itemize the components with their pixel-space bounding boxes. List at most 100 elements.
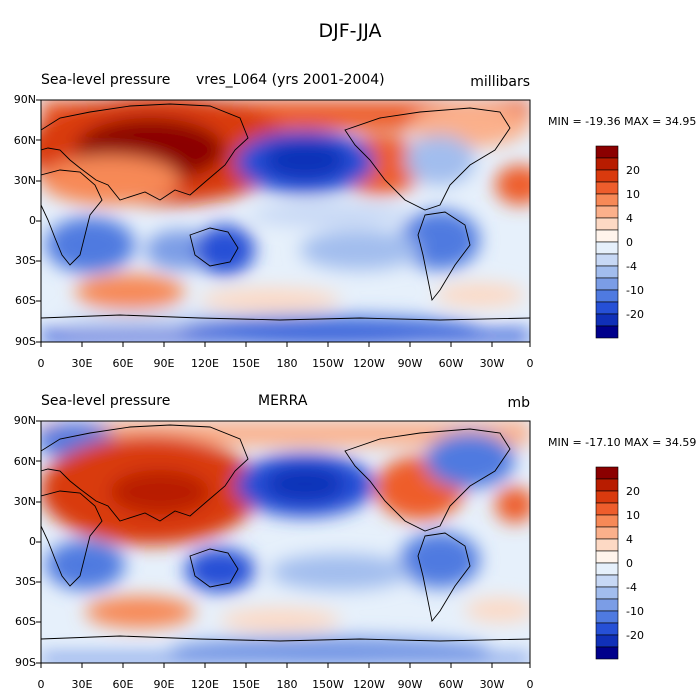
lon-tick: 120W: [353, 678, 385, 691]
lon-tick: 150E: [232, 678, 260, 691]
colorbar-swatch: [595, 562, 619, 576]
lat-tick: 30N: [13, 174, 36, 187]
colorbar-swatch: [595, 490, 619, 504]
page-title: DJF-JJA: [318, 20, 382, 42]
colorbar-label: 10: [626, 509, 640, 522]
colorbar-label: -10: [626, 284, 644, 297]
colorbar-label: 20: [626, 164, 640, 177]
colorbar-swatch: [595, 325, 619, 339]
lon-tick: 90E: [153, 357, 175, 370]
colorbar-swatch: [595, 229, 619, 243]
colorbar-swatch: [595, 478, 619, 492]
colorbar-swatch: [595, 502, 619, 516]
colorbar-swatch: [595, 514, 619, 528]
colorbar-swatch: [595, 217, 619, 231]
colorbar-label: 20: [626, 485, 640, 498]
colorbar-label: 0: [626, 557, 633, 570]
colorbar-swatch: [595, 610, 619, 624]
lon-tick: 120W: [353, 357, 385, 370]
colorbar-swatch: [595, 313, 619, 327]
lon-tick: 180: [276, 357, 298, 370]
colorbar-swatch: [595, 169, 619, 183]
colorbar-swatch: [595, 277, 619, 291]
panel-1-minmax: MIN = -19.36 MAX = 34.95: [548, 115, 697, 128]
colorbar-swatch: [595, 241, 619, 255]
panel-2-map: [41, 421, 530, 663]
lon-tick: 60W: [438, 357, 464, 370]
panel-1-left-title: Sea-level pressure: [41, 72, 171, 88]
panel-1-center-title: vres_L064 (yrs 2001-2004): [196, 72, 385, 88]
lon-tick: 150W: [312, 678, 344, 691]
panel-2-center-title: MERRA: [258, 393, 308, 409]
panel-2-minmax: MIN = -17.10 MAX = 34.59: [548, 436, 697, 449]
colorbar-label: -20: [626, 308, 644, 321]
lat-tick: 60S: [15, 294, 36, 307]
lon-tick: 60E: [112, 357, 134, 370]
lon-tick: 120E: [191, 357, 219, 370]
colorbar-swatch: [595, 193, 619, 207]
lon-tick: 30W: [479, 678, 505, 691]
colorbar-swatch: [595, 538, 619, 552]
colorbar-swatch: [595, 550, 619, 564]
lat-tick: 30S: [15, 254, 36, 267]
colorbar-swatch: [595, 145, 619, 159]
colorbar-swatch: [595, 466, 619, 480]
colorbar-swatch: [595, 634, 619, 648]
lat-tick: 30S: [15, 575, 36, 588]
lat-tick: 90S: [15, 335, 36, 348]
colorbar-swatch: [595, 205, 619, 219]
lat-tick: 90N: [13, 414, 36, 427]
colorbar-swatch: [595, 181, 619, 195]
colorbar-swatch: [595, 301, 619, 315]
lon-tick: 150E: [232, 357, 260, 370]
lon-tick: 60E: [112, 678, 134, 691]
colorbar-swatch: [595, 265, 619, 279]
colorbar-swatch: [595, 574, 619, 588]
lat-tick: 90N: [13, 93, 36, 106]
colorbar-swatch: [595, 646, 619, 660]
colorbar-swatch: [595, 253, 619, 267]
lat-tick: 30N: [13, 495, 36, 508]
lat-tick: 0: [29, 214, 36, 227]
lon-tick: 60W: [438, 678, 464, 691]
lon-tick: 30E: [71, 357, 93, 370]
colorbar-label: -20: [626, 629, 644, 642]
tick-marks: [36, 99, 531, 668]
lat-tick: 90S: [15, 656, 36, 669]
colorbar-swatch: [595, 598, 619, 612]
panel-2-units: mb: [507, 395, 530, 411]
colorbar-label: 4: [626, 533, 633, 546]
colorbar-swatch: [595, 157, 619, 171]
panel-1-units: millibars: [470, 74, 530, 90]
lon-tick: 0: [526, 678, 534, 691]
colorbar-swatch: [595, 289, 619, 303]
pressure-field: [41, 100, 530, 342]
lon-tick: 0: [526, 357, 534, 370]
colorbar-panel-1: [595, 145, 619, 339]
panel-1-map: [41, 100, 530, 342]
colorbar-label: 4: [626, 212, 633, 225]
colorbar-label: 0: [626, 236, 633, 249]
lon-tick: 120E: [191, 678, 219, 691]
lon-tick: 90W: [397, 357, 423, 370]
colorbar-swatch: [595, 622, 619, 636]
colorbar-label: -4: [626, 260, 637, 273]
colorbar-panel-2: [595, 466, 619, 660]
coastlines: [41, 103, 530, 321]
lon-tick: 30W: [479, 357, 505, 370]
lon-tick: 180: [276, 678, 298, 691]
pressure-field: [41, 421, 530, 663]
lon-tick: 0: [37, 357, 45, 370]
colorbar-label: -10: [626, 605, 644, 618]
colorbar-label: -4: [626, 581, 637, 594]
lat-tick: 0: [29, 535, 36, 548]
panel-2-left-title: Sea-level pressure: [41, 393, 171, 409]
colorbar-label: 10: [626, 188, 640, 201]
colorbar-swatch: [595, 526, 619, 540]
lat-tick: 60N: [13, 134, 36, 147]
lat-tick: 60S: [15, 615, 36, 628]
lat-tick: 60N: [13, 455, 36, 468]
lon-tick: 30E: [71, 678, 93, 691]
lon-tick: 150W: [312, 357, 344, 370]
